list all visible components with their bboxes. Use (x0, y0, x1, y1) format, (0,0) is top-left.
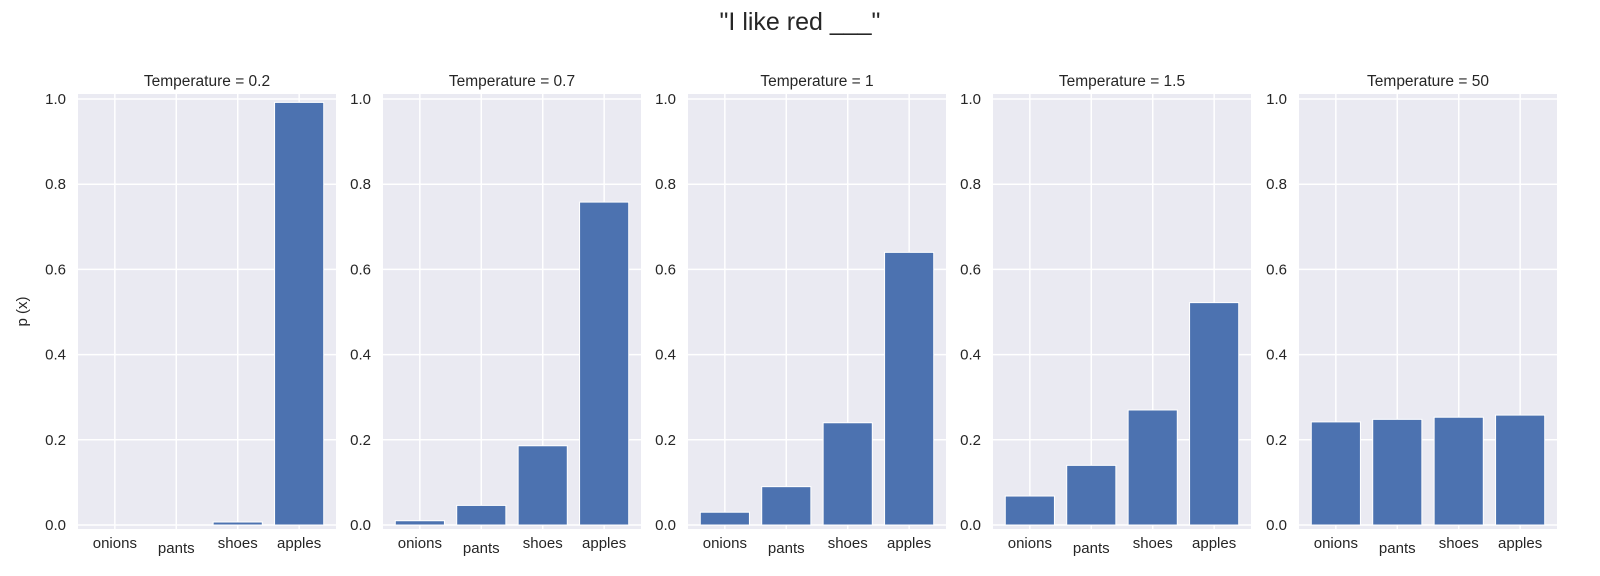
bar-shoes (517, 445, 568, 526)
subplot-title: Temperature = 1.5 (1059, 73, 1185, 90)
bar-onions (1310, 421, 1361, 526)
y-tick-label: 0.2 (45, 432, 66, 449)
bar-onions (699, 511, 750, 526)
y-tick-label: 0.4 (655, 347, 676, 364)
x-tick-label: pants (768, 540, 805, 557)
y-tick-label: 0.0 (655, 517, 676, 534)
y-tick-label: 0.0 (350, 517, 371, 534)
y-tick-label: 0.2 (350, 432, 371, 449)
y-tick-label: 0.0 (960, 517, 981, 534)
y-tick-label: 0.8 (960, 176, 981, 193)
subplot-1: 0.0 0.2 0.4 0.6 0.8 1.0 onions pants shoes apples… (14, 73, 336, 557)
bar-onions (394, 520, 445, 526)
bar-apples (1189, 302, 1240, 526)
x-tick-label: shoes (523, 535, 563, 552)
y-tick-label: 0.4 (45, 347, 66, 364)
bar-shoes (1127, 409, 1178, 526)
y-tick-label: 0.2 (1266, 432, 1287, 449)
bar-apples (1495, 414, 1546, 526)
figure-title: "I like red ___" (720, 8, 881, 36)
bar-pants (1372, 418, 1423, 526)
y-tick-label: 0.6 (655, 261, 676, 278)
x-tick-label: apples (1192, 535, 1236, 552)
x-tick-label: shoes (1439, 535, 1479, 552)
subplot-title: Temperature = 0.7 (449, 73, 575, 90)
subplot-title: Temperature = 50 (1367, 73, 1489, 90)
y-tick-label: 0.0 (45, 517, 66, 534)
bar-pants (456, 504, 507, 526)
x-tick-label: apples (887, 535, 931, 552)
y-tick-label: 0.4 (960, 347, 981, 364)
y-tick-label: 0.8 (1266, 176, 1287, 193)
bar-pants (1066, 464, 1117, 526)
x-tick-label: apples (582, 535, 626, 552)
bar-pants (761, 486, 812, 526)
x-tick-label: shoes (218, 535, 258, 552)
y-tick-label: 0.6 (350, 261, 371, 278)
subplot-title: Temperature = 1 (760, 73, 873, 90)
x-tick-label: apples (1498, 535, 1542, 552)
subplot-2: 0.0 0.2 0.4 0.6 0.8 1.0 onions pants shoes apples… (350, 73, 641, 557)
y-tick-label: 1.0 (350, 91, 371, 108)
subplot-title: Temperature = 0.2 (144, 73, 270, 90)
y-tick-label: 0.4 (350, 347, 371, 364)
y-tick-label: 0.6 (960, 261, 981, 278)
y-tick-label: 0.6 (45, 261, 66, 278)
y-tick-label: 1.0 (960, 91, 981, 108)
x-tick-label: pants (158, 540, 195, 557)
x-tick-label: onions (93, 535, 137, 552)
x-tick-label: pants (1073, 540, 1110, 557)
x-tick-label: onions (1008, 535, 1052, 552)
y-tick-label: 0.2 (655, 432, 676, 449)
x-tick-label: pants (1379, 540, 1416, 557)
x-tick-label: shoes (1133, 535, 1173, 552)
x-tick-label: apples (277, 535, 321, 552)
x-tick-label: onions (1314, 535, 1358, 552)
bar-apples (274, 101, 325, 526)
y-tick-label: 0.8 (45, 176, 66, 193)
bar-apples (579, 201, 630, 526)
y-tick-label: 0.2 (960, 432, 981, 449)
bar-shoes (212, 521, 263, 526)
subplot-3: 0.0 0.2 0.4 0.6 0.8 1.0 onions pants shoes apples… (655, 73, 946, 557)
bar-onions (1004, 495, 1055, 526)
bar-apples (884, 251, 935, 526)
y-tick-label: 1.0 (1266, 91, 1287, 108)
subplot-4: 0.0 0.2 0.4 0.6 0.8 1.0 onions pants shoes apples… (960, 73, 1251, 557)
x-tick-label: shoes (828, 535, 868, 552)
y-tick-label: 0.4 (1266, 347, 1287, 364)
x-tick-label: pants (463, 540, 500, 557)
y-tick-label: 0.0 (1266, 517, 1287, 534)
y-tick-label: 1.0 (45, 91, 66, 108)
y-tick-label: 0.6 (1266, 261, 1287, 278)
x-tick-label: onions (398, 535, 442, 552)
bar-shoes (822, 422, 873, 526)
y-tick-label: 0.8 (655, 176, 676, 193)
y-tick-label: 0.8 (350, 176, 371, 193)
y-axis-label: p (x) (14, 296, 31, 326)
bar-shoes (1433, 416, 1484, 526)
y-tick-label: 1.0 (655, 91, 676, 108)
subplot-5: 0.0 0.2 0.4 0.6 0.8 1.0 onions pants shoes apples… (1266, 73, 1557, 557)
x-tick-label: onions (703, 535, 747, 552)
